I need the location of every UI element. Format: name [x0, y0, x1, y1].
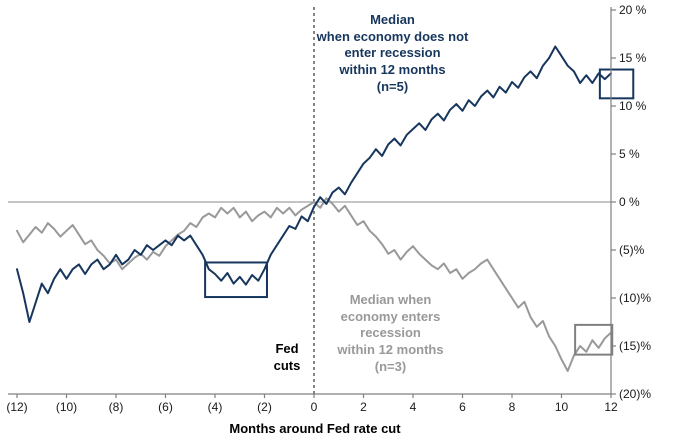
x-tick-label: 6: [459, 400, 466, 414]
y-tick-label: (15)%: [619, 339, 651, 353]
annotation-recession-label: Median when economy enters recession wit…: [337, 292, 444, 374]
y-tick-label: 0 %: [619, 195, 640, 209]
x-tick-label: (4): [208, 400, 223, 414]
x-tick-label: 2: [360, 400, 367, 414]
highlight-box: [574, 323, 614, 356]
x-tick-label: (8): [109, 400, 124, 414]
y-tick-label: (5)%: [619, 243, 645, 257]
y-tick-label: 15 %: [619, 51, 647, 65]
highlight-box: [204, 261, 268, 299]
y-tick-label: 5 %: [619, 147, 640, 161]
x-tick-label: 4: [410, 400, 417, 414]
y-tick-label: (10)%: [619, 291, 651, 305]
x-tick-label: 10: [555, 400, 569, 414]
x-tick-label: (6): [158, 400, 173, 414]
x-tick-label: (2): [257, 400, 272, 414]
highlight-box: [598, 68, 635, 100]
y-tick-label: 20 %: [619, 3, 647, 17]
x-tick-label: 12: [604, 400, 618, 414]
x-tick-label: (10): [56, 400, 77, 414]
series-line-recession: [16, 197, 612, 372]
x-tick-label: (12): [6, 400, 27, 414]
annotation-fed-cuts-label: Fed cuts: [273, 341, 301, 373]
x-tick-label: 8: [509, 400, 516, 414]
y-tick-label: 10 %: [619, 99, 647, 113]
series-line-no-recession: [16, 45, 612, 323]
x-axis-title: Months around Fed rate cut: [229, 421, 401, 436]
annotation-no-recession-label: Median when economy does not enter reces…: [316, 12, 469, 94]
y-tick-label: (20)%: [619, 387, 651, 401]
x-tick-label: 0: [311, 400, 318, 414]
